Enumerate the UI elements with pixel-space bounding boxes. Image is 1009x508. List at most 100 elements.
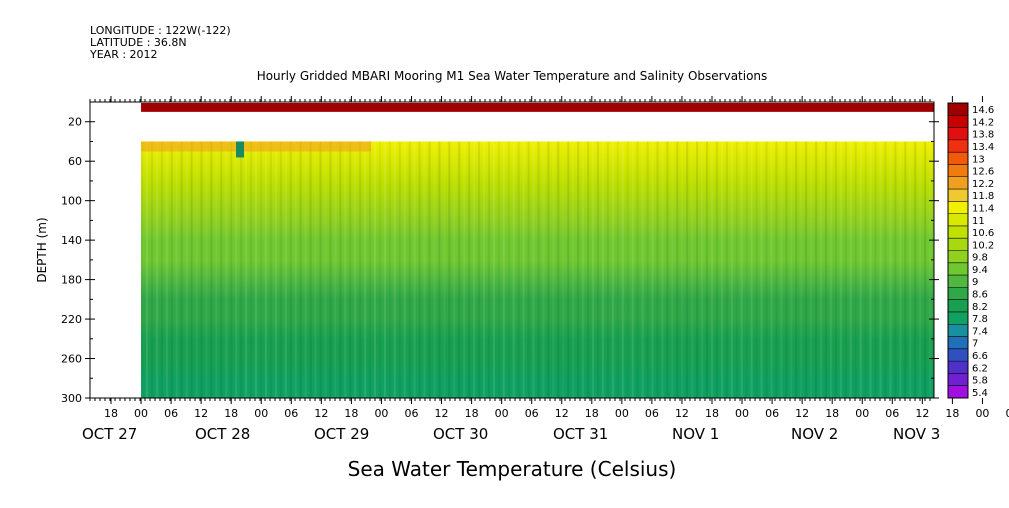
x-hour-label: 18 — [104, 407, 118, 420]
colorbar-label: 5.4 — [972, 388, 988, 399]
field-texture-stripe — [146, 141, 148, 398]
field-texture-stripe — [280, 141, 282, 398]
field-texture-stripe — [206, 141, 208, 398]
x-hour-label: 18 — [705, 407, 719, 420]
field-texture-stripe — [716, 141, 718, 398]
field-texture-stripe — [196, 141, 198, 398]
colorbar-label: 10.2 — [972, 240, 994, 251]
x-hour-label: 00 — [374, 407, 388, 420]
x-hour-label: 06 — [765, 407, 779, 420]
colorbar-label: 11.8 — [972, 191, 994, 202]
x-hour-label: 18 — [224, 407, 238, 420]
field-texture-stripe — [305, 141, 307, 398]
colorbar-swatch — [948, 287, 968, 300]
colorbar-label: 11 — [972, 216, 985, 227]
colorbar-swatch — [948, 152, 968, 165]
y-tick-label: 300 — [61, 392, 82, 405]
field-texture-stripe — [201, 141, 203, 398]
field-texture-stripe — [181, 141, 183, 398]
field-texture-stripe — [528, 141, 530, 398]
field-texture-stripe — [260, 141, 262, 398]
field-texture-stripe — [523, 141, 525, 398]
field-texture-stripe — [186, 141, 188, 398]
plot-area — [90, 102, 934, 398]
colorbar-swatch — [948, 226, 968, 239]
field-texture-stripe — [880, 141, 882, 398]
field-texture-stripe — [766, 141, 768, 398]
x-hour-label: 12 — [435, 407, 449, 420]
field-texture-stripe — [334, 141, 336, 398]
field-texture-stripe — [478, 141, 480, 398]
colorbar-swatch — [948, 164, 968, 177]
field-texture-stripe — [443, 141, 445, 398]
field-texture-stripe — [691, 141, 693, 398]
x-hour-label: 00 — [855, 407, 869, 420]
x-hour-label: 18 — [344, 407, 358, 420]
colorbar-swatch — [948, 361, 968, 374]
colorbar-label: 6.6 — [972, 351, 988, 362]
field-texture-stripe — [771, 141, 773, 398]
field-texture-stripe — [592, 141, 594, 398]
field-texture-stripe — [701, 141, 703, 398]
field-texture-stripe — [726, 141, 728, 398]
x-date-label: OCT 31 — [553, 425, 608, 443]
colorbar-swatch — [948, 263, 968, 276]
x-date-label: OCT 28 — [195, 425, 250, 443]
field-texture-stripe — [696, 141, 698, 398]
field-texture-stripe — [884, 141, 886, 398]
colorbar-label: 13.4 — [972, 142, 994, 153]
field-texture-stripe — [161, 141, 163, 398]
x-hour-label: 12 — [194, 407, 208, 420]
x-hour-label: 18 — [945, 407, 959, 420]
field-texture-stripe — [840, 141, 842, 398]
field-texture-stripe — [265, 141, 267, 398]
field-texture-stripe — [369, 141, 371, 398]
field-texture-stripe — [483, 141, 485, 398]
x-hour-label: 18 — [825, 407, 839, 420]
field-texture-stripe — [657, 141, 659, 398]
colorbar-swatch — [948, 300, 968, 313]
field-texture-stripe — [686, 141, 688, 398]
x-date-label: OCT 30 — [433, 425, 488, 443]
field-texture-stripe — [290, 141, 292, 398]
x-hour-label: 06 — [885, 407, 899, 420]
field-texture-stripe — [617, 141, 619, 398]
field-texture-stripe — [731, 141, 733, 398]
field-texture-stripe — [706, 141, 708, 398]
surface-temperature-band — [141, 103, 934, 112]
y-tick-label: 20 — [68, 116, 82, 129]
x-date-label: OCT 29 — [314, 425, 369, 443]
colorbar-swatch — [948, 103, 968, 116]
colorbar-swatch — [948, 349, 968, 362]
field-texture-stripe — [191, 141, 193, 398]
x-hour-label: 00 — [735, 407, 749, 420]
x-axis-label: Sea Water Temperature (Celsius) — [348, 457, 677, 481]
field-texture-stripe — [215, 141, 217, 398]
colorbar-label: 9.4 — [972, 265, 988, 276]
colorbar-swatch — [948, 238, 968, 251]
field-texture-stripe — [389, 141, 391, 398]
field-texture-stripe — [310, 141, 312, 398]
field-texture-stripe — [820, 141, 822, 398]
field-texture-stripe — [602, 141, 604, 398]
field-texture-stripe — [632, 141, 634, 398]
colorbar: 14.614.213.813.41312.612.211.811.41110.6… — [948, 103, 994, 399]
colorbar-label: 8.6 — [972, 290, 988, 301]
field-texture-stripe — [914, 141, 916, 398]
field-texture-stripe — [458, 141, 460, 398]
colorbar-label: 5.8 — [972, 376, 988, 387]
field-texture-stripe — [577, 141, 579, 398]
field-texture-stripe — [909, 141, 911, 398]
field-texture-stripe — [166, 141, 168, 398]
field-texture-stripe — [240, 141, 242, 398]
x-hour-label: 18 — [465, 407, 479, 420]
field-texture-stripe — [671, 141, 673, 398]
field-texture-stripe — [845, 141, 847, 398]
field-texture-stripe — [587, 141, 589, 398]
cold-anomaly-patch — [236, 141, 244, 157]
field-texture-stripe — [379, 141, 381, 398]
x-date-label: OCT 27 — [82, 425, 137, 443]
field-texture-stripe — [894, 141, 896, 398]
field-texture-stripe — [924, 141, 926, 398]
